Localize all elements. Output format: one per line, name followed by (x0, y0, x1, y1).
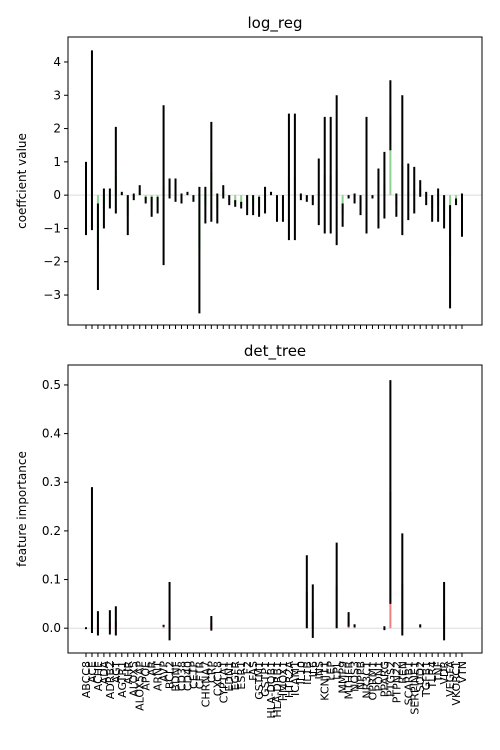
x-tick-label: HLA-DQB1 (265, 661, 278, 719)
x-tick-label: IL10 (295, 661, 308, 684)
y-tick-label: 0.0 (42, 621, 61, 635)
x-tick-label: EGFR (229, 661, 242, 691)
x-tick-label: ACHE (92, 661, 105, 691)
x-tick-label: INS (313, 661, 326, 679)
y-tick-label: 3 (53, 88, 61, 102)
x-tick-label: LPL (331, 660, 344, 680)
x-tick-label: GSTM1 (253, 661, 266, 700)
y-tick-label: 0.3 (42, 475, 61, 489)
x-tick-label: CHRNA7 (199, 661, 212, 707)
x-tick-label: ICAM1 (289, 661, 302, 696)
y-tick-label: 0.4 (42, 427, 61, 441)
x-tick-label: CETP (187, 661, 200, 689)
x-tick-label: ACE (86, 661, 99, 683)
x-tick-label: TGFB1 (420, 661, 433, 698)
x-tick-label: VTN (456, 661, 469, 683)
x-tick-label: ALOX5AP (134, 661, 147, 711)
x-tick-label: CD38 (175, 661, 188, 691)
x-tick-label: BCL2 (164, 661, 177, 689)
x-tick-label: IL6 (307, 661, 320, 677)
x-tick-label: NOS3 (349, 661, 362, 692)
bar (162, 625, 165, 629)
x-tick-label: NPPB (355, 661, 368, 690)
x-tick-label: TLR4 (426, 661, 439, 690)
x-tick-label: SOD2 (414, 661, 427, 692)
y-tick-label: 2 (53, 122, 61, 136)
x-tick-label: REN (396, 661, 409, 684)
x-tick-label: ABCC8 (80, 661, 93, 698)
y-tick-label: 1 (53, 155, 61, 169)
x-tick-label: TNF (432, 661, 445, 683)
y-tick-label: 0 (53, 188, 61, 202)
x-tick-label: CFTR (193, 661, 206, 690)
bar (389, 115, 392, 196)
x-tick-label: FAS (247, 661, 260, 681)
x-tick-label: OPRM1 (366, 661, 379, 700)
x-tick-label: ALOX5 (128, 661, 141, 697)
y-tick-label: −1 (43, 221, 61, 235)
x-tick-label: VDR (438, 661, 451, 685)
x-tick-label: AGTR1 (116, 661, 129, 698)
x-tick-label: PON1 (372, 661, 385, 692)
x-tick-label: GSTP1 (259, 661, 272, 697)
x-tick-label: AVP (158, 661, 171, 682)
axes-frame (67, 36, 483, 326)
y-axis-label: coeffcient value (15, 133, 29, 229)
x-tick-label: ADA (98, 661, 111, 685)
x-tick-label: APOE (140, 661, 153, 691)
chart-title: log_reg (248, 14, 303, 33)
x-tick-label: MTHFR (343, 661, 356, 700)
x-tick-label: AR (146, 661, 159, 677)
y-tick-label: −2 (43, 255, 61, 269)
x-tick-label: PPARG (378, 661, 391, 697)
x-tick-label: HLA-DRB1 (271, 661, 284, 718)
x-tick-label: CRP (205, 661, 218, 683)
x-tick-label: SERPINE1 (408, 661, 421, 715)
x-tick-label: BDNF (170, 661, 183, 692)
x-tick-label: PTGS2 (384, 661, 397, 697)
x-tick-label: MMP9 (337, 661, 350, 694)
x-tick-label: ADRB2 (104, 661, 117, 699)
x-tick-label: HTR2A (283, 661, 296, 699)
x-tick-label: HMOX1 (277, 661, 290, 701)
axes-frame (67, 364, 483, 654)
bar (240, 195, 243, 206)
x-tick-label: F2 (241, 661, 254, 674)
x-tick-label: NR3C1 (361, 661, 374, 699)
x-tick-label: VKORC1 (450, 661, 463, 706)
x-tick-label: CD40 (181, 661, 194, 691)
y-tick-label: 0.1 (42, 573, 61, 587)
x-tick-label: CYP1A1 (217, 661, 230, 703)
x-tick-label: LEP (325, 661, 338, 681)
y-tick-label: 0.2 (42, 524, 61, 538)
x-tick-label: AHR (122, 661, 135, 685)
x-tick-label: KCNJ11 (319, 661, 332, 701)
bar (234, 195, 237, 204)
y-tick-label: 4 (53, 55, 61, 69)
x-tick-label: ESR1 (235, 661, 248, 690)
x-tick-label: PTPN22 (390, 661, 403, 703)
x-tick-label: AGT (110, 661, 123, 683)
x-tick-label: SCARB1 (402, 661, 415, 705)
x-tick-label: CXCL8 (211, 661, 224, 696)
y-tick-label: −3 (43, 288, 61, 302)
y-tick-label: 0.5 (42, 378, 61, 392)
x-tick-label: VEGFA (444, 661, 457, 697)
x-tick-label: IL1B (301, 661, 314, 685)
x-tick-label: EDN1 (223, 661, 236, 692)
y-axis-label: feature importance (15, 451, 29, 567)
x-tick-label: ARNT (152, 661, 165, 691)
chart-title: det_tree (244, 342, 306, 361)
